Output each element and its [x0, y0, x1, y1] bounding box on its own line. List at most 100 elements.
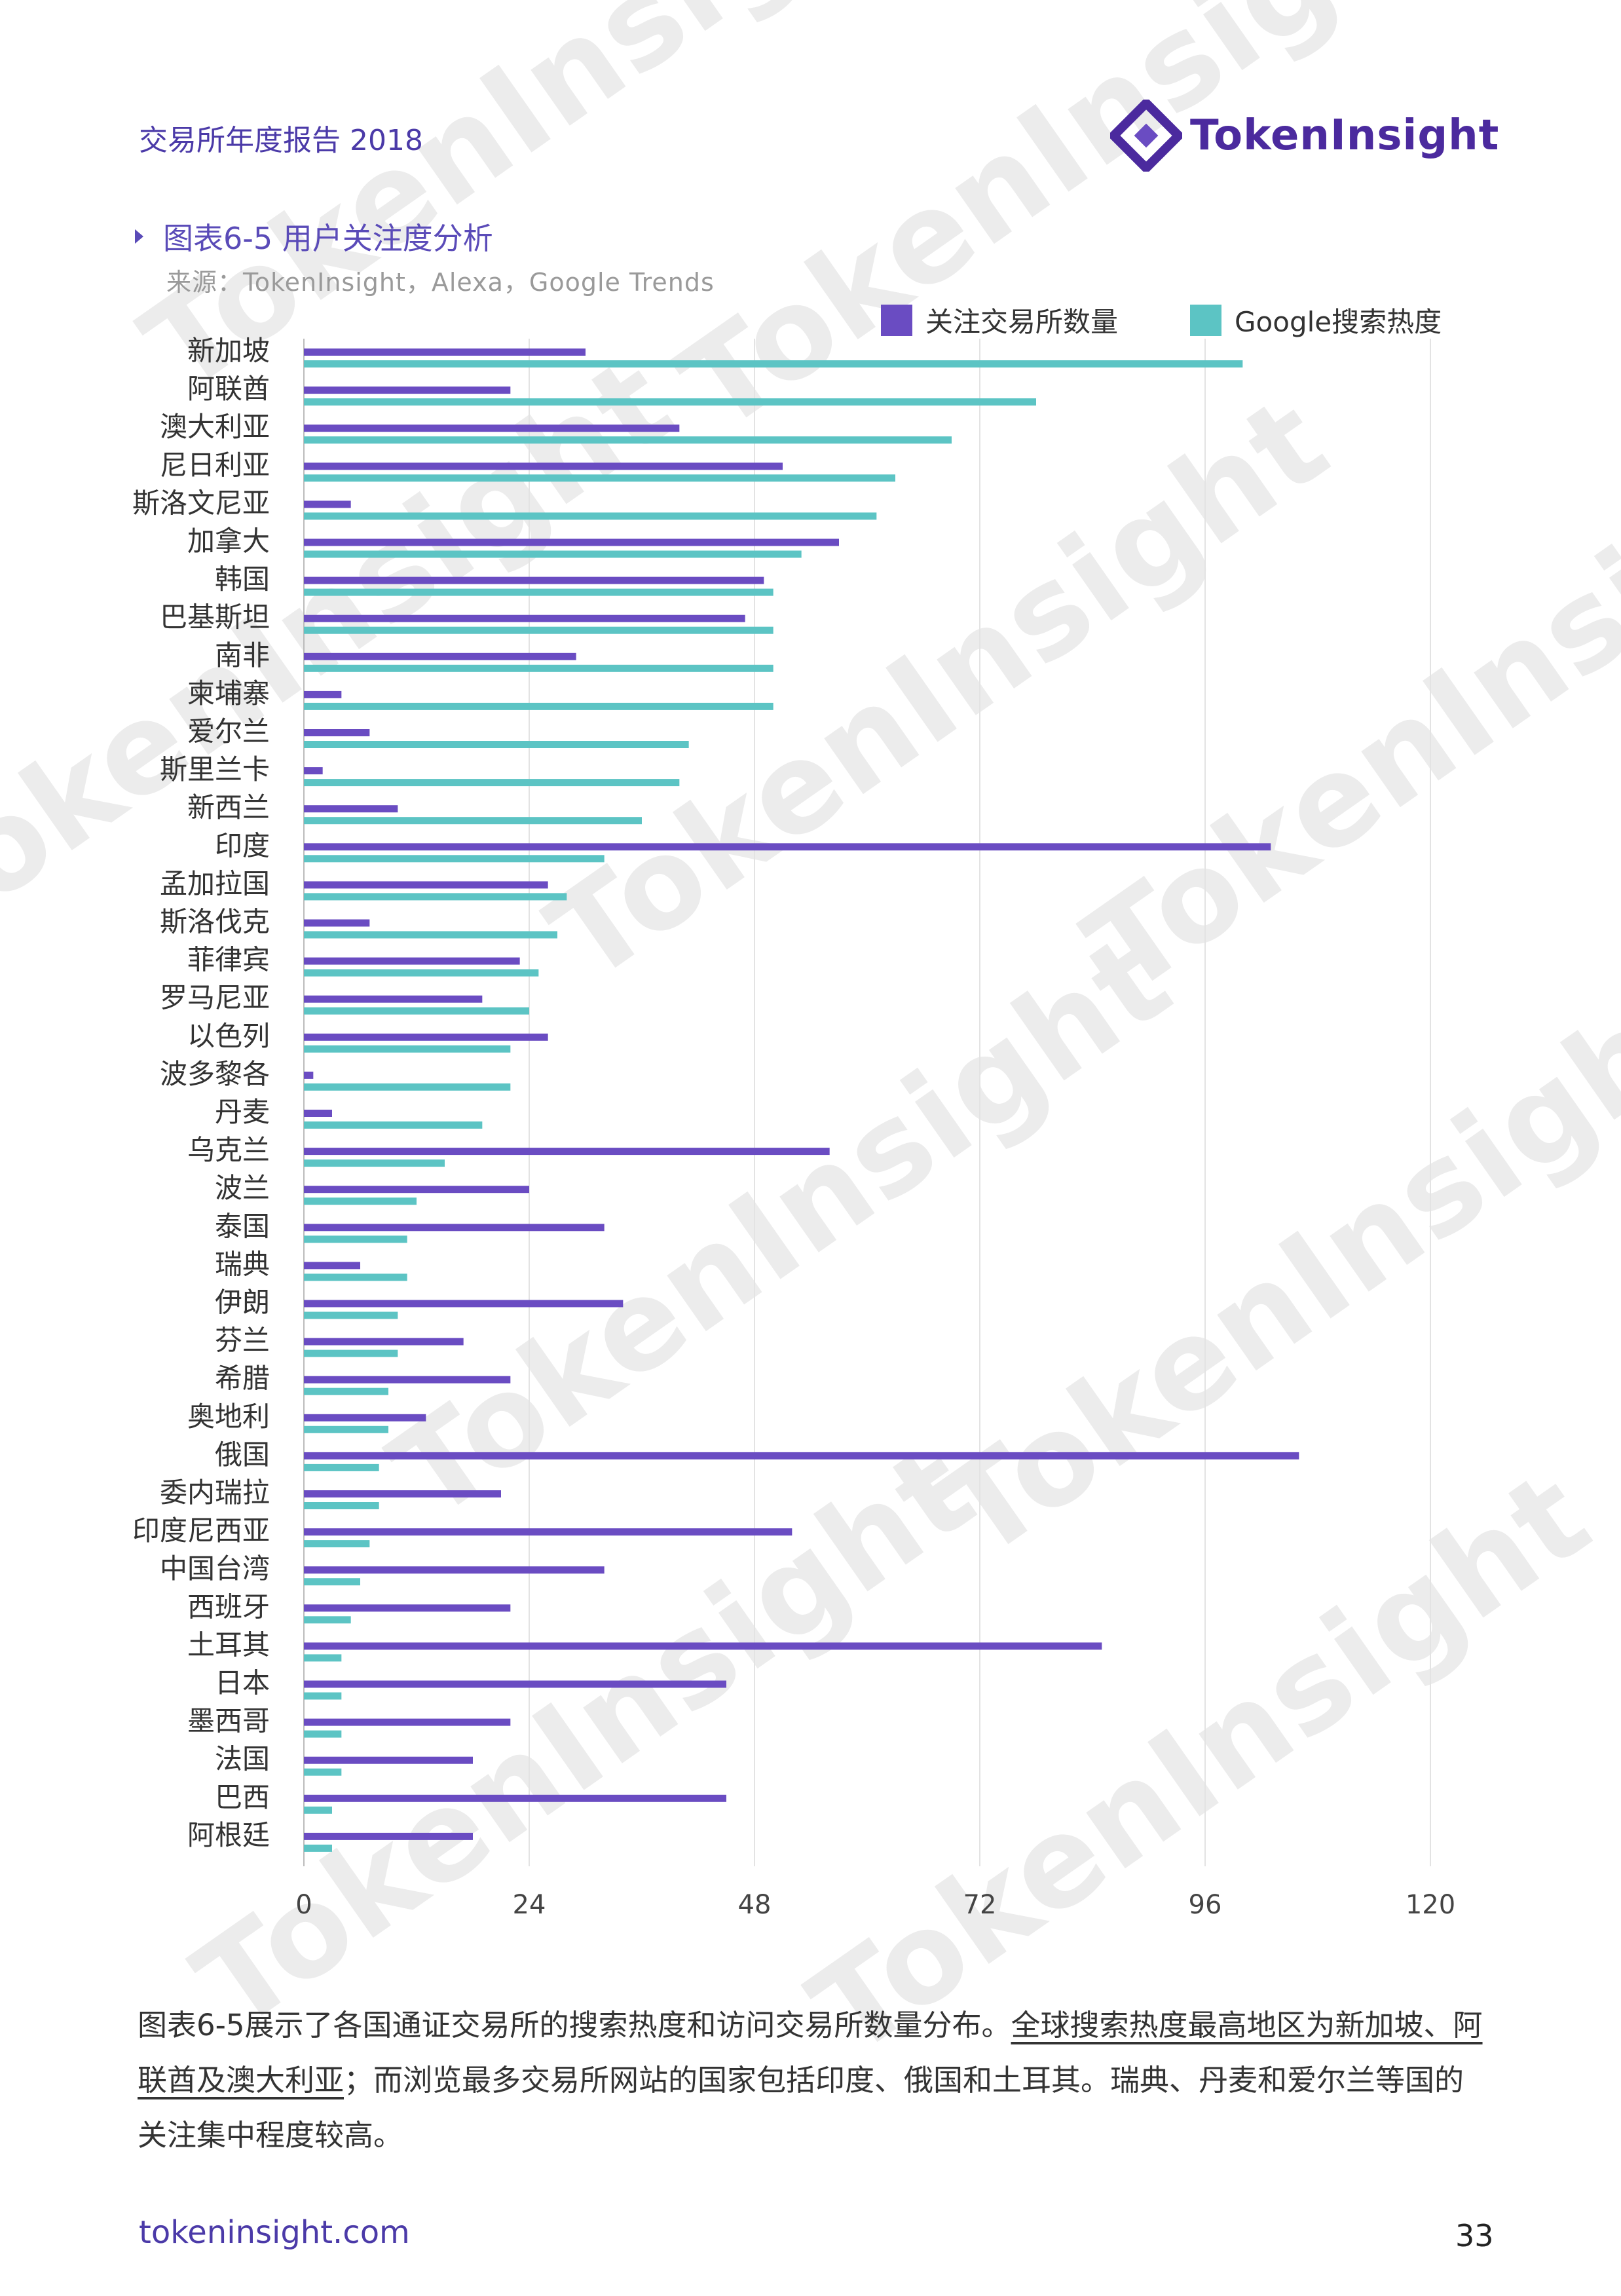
bar-google-trend [304, 741, 689, 748]
category-label: 希腊 [215, 1363, 270, 1395]
page-number: 33 [1455, 2218, 1494, 2253]
bar-exchanges [304, 729, 370, 736]
legend-label: 关注交易所数量 [925, 306, 1119, 338]
legend-item-exchanges: 关注交易所数量 [881, 300, 1118, 340]
x-tick-label: 48 [738, 1890, 772, 1920]
category-label: 波兰 [215, 1172, 270, 1204]
bar-google-trend [304, 1844, 332, 1852]
x-tick-label: 0 [295, 1890, 312, 1920]
bar-google-trend [304, 817, 642, 825]
bar-exchanges [304, 1033, 548, 1041]
bar-google-trend [304, 1273, 407, 1281]
bar-exchanges [304, 462, 783, 470]
bar-exchanges [304, 1832, 473, 1840]
bar-exchanges [304, 348, 586, 356]
bar-google-trend [304, 1730, 342, 1738]
category-label: 奥地利 [187, 1401, 270, 1433]
category-label: 新加坡 [187, 335, 270, 367]
bar-exchanges [304, 538, 839, 546]
category-label: 斯里兰卡 [160, 753, 270, 785]
bar-exchanges [304, 1756, 473, 1764]
figure-title: 图表6-5 用户关注度分析 [135, 215, 493, 258]
bar-google-trend [304, 1159, 445, 1167]
bar-google-trend [304, 1197, 417, 1205]
bar-exchanges [304, 614, 745, 622]
body-paragraph: 图表6-5展示了各国通证交易所的搜索热度和访问交易所数量分布。全球搜索热度最高地… [138, 1998, 1493, 2163]
bar-exchanges [304, 1452, 1299, 1459]
bar-exchanges [304, 919, 370, 927]
category-label: 印度尼西亚 [132, 1515, 270, 1547]
bar-google-trend [304, 1349, 398, 1357]
bar-exchanges [304, 1300, 624, 1308]
bar-exchanges [304, 1071, 314, 1079]
bar-exchanges [304, 1794, 726, 1802]
paragraph-part3: ；而浏览最多交易所网站的国家包括印度、俄国和土耳其。瑞典、丹麦和爱尔兰等国的关注… [138, 2063, 1464, 2153]
bar-chart: 0 24 48 72 96 120 新加坡阿联酋澳大利亚尼日利亚斯洛文尼亚加拿大韩国巴基斯坦… [132, 335, 1455, 1920]
bar-google-trend [304, 1425, 388, 1433]
x-tick-label: 120 [1406, 1890, 1455, 1920]
legend-item-google: Google搜索热度 [1190, 300, 1442, 340]
bar-exchanges [304, 652, 576, 660]
bar-google-trend [304, 1654, 342, 1662]
bar-google-trend [304, 360, 1243, 367]
category-label: 委内瑞拉 [160, 1477, 270, 1509]
bar-google-trend [304, 1806, 332, 1814]
bar-exchanges [304, 767, 323, 775]
report-title: 交易所年度报告 2018 [139, 124, 423, 157]
bar-google-trend [304, 588, 773, 596]
category-label: 澳大利亚 [160, 411, 270, 443]
footer-website-link[interactable]: tokeninsight.com [139, 2214, 410, 2251]
category-label: 韩国 [215, 563, 270, 595]
figure-title-text: 图表6-5 用户关注度分析 [163, 221, 493, 256]
bar-google-trend [304, 931, 557, 939]
bar-exchanges [304, 1262, 360, 1270]
bar-google-trend [304, 512, 877, 520]
paragraph-highlight: 全球搜索热度最高地区为新加坡、阿联酋及澳大利亚 [138, 2008, 1483, 2098]
bar-google-trend [304, 1768, 342, 1776]
category-label: 新西兰 [187, 791, 270, 823]
bar-exchanges [304, 1528, 792, 1536]
bar-exchanges [304, 881, 548, 889]
legend-swatch-teal [1190, 304, 1222, 336]
bar-exchanges [304, 386, 511, 394]
bar-google-trend [304, 550, 802, 558]
paragraph-part1: 图表6-5展示了各国通证交易所的搜索热度和访问交易所数量分布。 [138, 2008, 1011, 2042]
category-label: 俄国 [215, 1439, 270, 1471]
category-label: 印度 [215, 829, 270, 861]
bar-google-trend [304, 1502, 379, 1509]
bar-exchanges [304, 1680, 726, 1688]
category-label: 加拿大 [187, 525, 270, 557]
legend-label: Google搜索热度 [1235, 306, 1442, 338]
bar-exchanges [304, 1642, 1102, 1650]
bar-exchanges [304, 576, 764, 584]
category-label: 菲律宾 [187, 944, 270, 976]
bar-google-trend [304, 1311, 398, 1319]
category-label: 罗马尼亚 [160, 982, 270, 1014]
category-label: 中国台湾 [160, 1553, 270, 1585]
x-tick-label: 24 [513, 1890, 546, 1920]
bar-exchanges [304, 1490, 501, 1497]
bar-exchanges [304, 1148, 830, 1156]
logo-icon [1110, 100, 1182, 172]
bar-google-trend [304, 1045, 511, 1053]
bar-google-trend [304, 893, 567, 901]
legend-swatch-purple [881, 304, 912, 336]
bar-google-trend [304, 626, 773, 634]
category-label: 巴西 [215, 1781, 270, 1813]
bar-google-trend [304, 1387, 388, 1395]
bar-google-trend [304, 1007, 529, 1015]
figure-source: 来源：TokenInsight，Alexa，Google Trends [166, 268, 715, 297]
bar-exchanges [304, 500, 351, 508]
logo-wordmark: TokenInsight [1190, 111, 1500, 160]
bar-exchanges [304, 1718, 511, 1726]
category-label: 以色列 [187, 1020, 270, 1052]
category-label: 日本 [215, 1667, 270, 1699]
bar-google-trend [304, 1083, 511, 1091]
brand-logo: TokenInsight [1110, 100, 1499, 172]
bar-google-trend [304, 702, 773, 710]
bar-google-trend [304, 1121, 483, 1129]
category-label: 斯洛文尼亚 [132, 487, 270, 519]
category-label: 芬兰 [215, 1325, 270, 1357]
category-label: 丹麦 [215, 1096, 270, 1128]
category-label: 瑞典 [215, 1248, 270, 1280]
